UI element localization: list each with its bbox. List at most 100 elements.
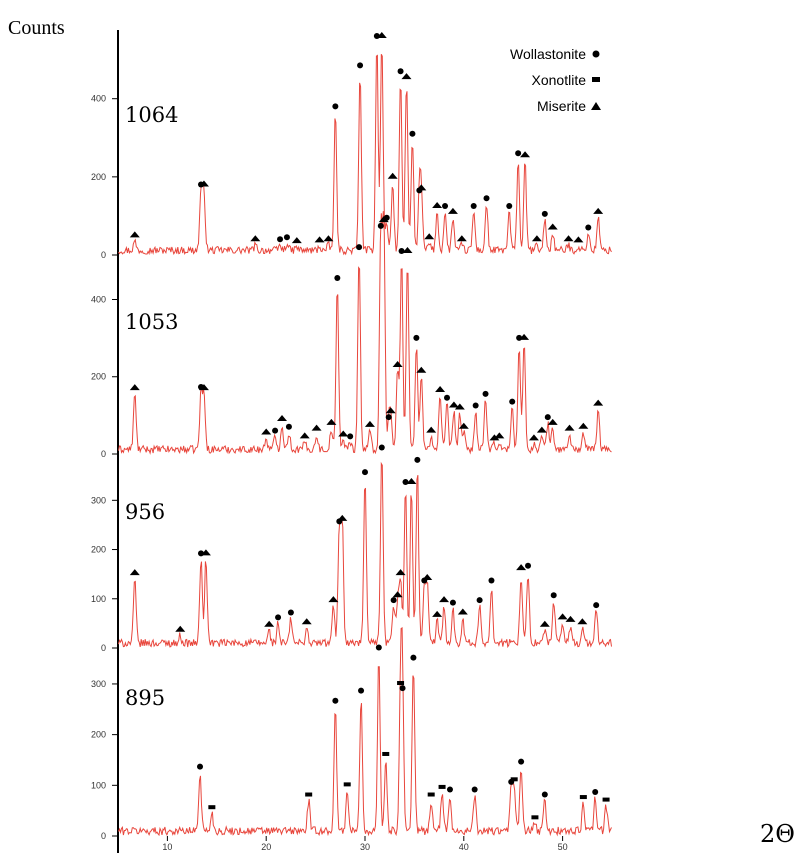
xonotlite-marker xyxy=(343,782,351,787)
miserite-marker xyxy=(456,235,467,242)
wollastonite-marker xyxy=(544,414,551,421)
miserite-marker xyxy=(416,184,427,191)
miserite-marker xyxy=(291,237,302,244)
panel-895: 895 0 100 200 300 xyxy=(91,627,612,841)
y-tick-label: 300 xyxy=(91,679,106,689)
miserite-marker xyxy=(392,360,403,367)
xonotlite-marker xyxy=(305,792,313,797)
wollastonite-marker xyxy=(509,398,516,405)
x-tick-label: 20 xyxy=(261,842,271,852)
xonotlite-marker xyxy=(397,681,405,686)
miserite-marker xyxy=(402,247,413,253)
legend-marker-triangle xyxy=(591,102,601,110)
miserite-marker xyxy=(378,216,389,223)
wollastonite-marker xyxy=(402,479,409,485)
wollastonite-marker xyxy=(593,602,600,609)
miserite-marker xyxy=(432,202,443,209)
wollastonite-marker xyxy=(488,577,495,584)
wollastonite-marker xyxy=(592,788,599,795)
miserite-marker xyxy=(547,418,558,425)
miserite-marker xyxy=(457,608,468,615)
wollastonite-marker xyxy=(471,786,478,793)
wollastonite-marker xyxy=(541,791,548,798)
miserite-marker xyxy=(565,615,576,622)
x-tick-label: 40 xyxy=(459,842,469,852)
miserite-marker xyxy=(531,235,542,242)
wollastonite-marker xyxy=(410,654,417,661)
x-tick-label: 50 xyxy=(558,842,568,852)
wollastonite-marker xyxy=(414,456,421,463)
wollastonite-marker xyxy=(470,203,477,210)
y-tick-label: 0 xyxy=(101,250,106,260)
wollastonite-marker xyxy=(385,414,392,421)
miserite-marker xyxy=(311,424,322,431)
miserite-marker xyxy=(387,172,398,179)
miserite-marker xyxy=(416,366,427,373)
y-tick-label: 100 xyxy=(91,594,106,604)
miserite-marker xyxy=(432,610,443,617)
wollastonite-marker xyxy=(483,195,490,202)
miserite-marker xyxy=(439,596,450,603)
wollastonite-marker xyxy=(285,423,292,430)
legend-label-wollastonite: Wollastonite xyxy=(510,46,586,62)
wollastonite-marker xyxy=(197,763,204,770)
legend: Wollastonite Xonotlite Miserite xyxy=(510,46,601,114)
panel-label: 956 xyxy=(125,500,165,524)
wollastonite-marker xyxy=(413,334,420,341)
xonotlite-marker xyxy=(208,805,216,810)
miserite-marker xyxy=(422,574,433,580)
pattern-line-1064 xyxy=(118,53,612,256)
wollastonite-marker xyxy=(515,150,522,157)
x-tick-label: 30 xyxy=(360,842,370,852)
miserite-marker xyxy=(516,564,527,571)
xonotlite-marker xyxy=(427,792,435,797)
xonotlite-marker xyxy=(602,797,610,802)
y-tick-label: 100 xyxy=(91,780,106,790)
wollastonite-marker xyxy=(377,222,384,229)
wollastonite-marker xyxy=(482,390,489,397)
y-tick-label: 0 xyxy=(101,449,106,459)
wollastonite-marker xyxy=(375,644,382,651)
miserite-marker xyxy=(129,569,140,576)
miserite-marker xyxy=(528,434,539,441)
wollastonite-marker xyxy=(277,236,284,243)
wollastonite-marker xyxy=(449,599,456,606)
wollastonite-marker xyxy=(525,562,532,569)
y-tick-label: 200 xyxy=(91,172,106,182)
y-tick-label: 0 xyxy=(101,831,106,841)
miserite-marker xyxy=(364,420,375,427)
miserite-marker xyxy=(250,235,261,242)
panel-1064: 1064 0 200 400 xyxy=(91,32,612,260)
y-axis-label: Counts xyxy=(8,17,65,39)
miserite-marker xyxy=(326,418,337,425)
wollastonite-marker xyxy=(541,210,548,217)
miserite-marker xyxy=(338,430,349,437)
panel-1053: 1053 0 200 400 xyxy=(91,211,612,459)
wollastonite-marker xyxy=(446,786,453,793)
y-tick-label: 0 xyxy=(101,643,106,653)
miserite-marker xyxy=(578,422,589,429)
wollastonite-marker xyxy=(272,427,279,434)
xonotlite-marker xyxy=(510,777,518,782)
miserite-marker xyxy=(424,233,435,240)
wollastonite-marker xyxy=(357,62,364,69)
panel-label: 1064 xyxy=(125,103,178,127)
panels-group: 1064020040010530200400956010020030089501… xyxy=(91,32,612,841)
wollastonite-marker xyxy=(283,234,290,241)
y-tick-label: 200 xyxy=(91,545,106,555)
miserite-marker xyxy=(392,591,403,598)
wollastonite-marker xyxy=(409,130,416,137)
wollastonite-marker xyxy=(476,597,483,604)
miserite-marker xyxy=(198,180,209,187)
miserite-marker xyxy=(454,403,465,410)
x-tick-label: 10 xyxy=(162,842,172,852)
miserite-marker xyxy=(337,514,348,521)
wollastonite-marker xyxy=(378,444,385,451)
wollastonite-marker xyxy=(442,203,449,210)
wollastonite-marker xyxy=(550,592,557,599)
xonotlite-marker xyxy=(382,751,390,756)
miserite-marker xyxy=(519,333,530,340)
miserite-marker xyxy=(539,620,550,627)
miserite-marker xyxy=(593,207,604,214)
legend-marker-circle xyxy=(592,50,600,58)
